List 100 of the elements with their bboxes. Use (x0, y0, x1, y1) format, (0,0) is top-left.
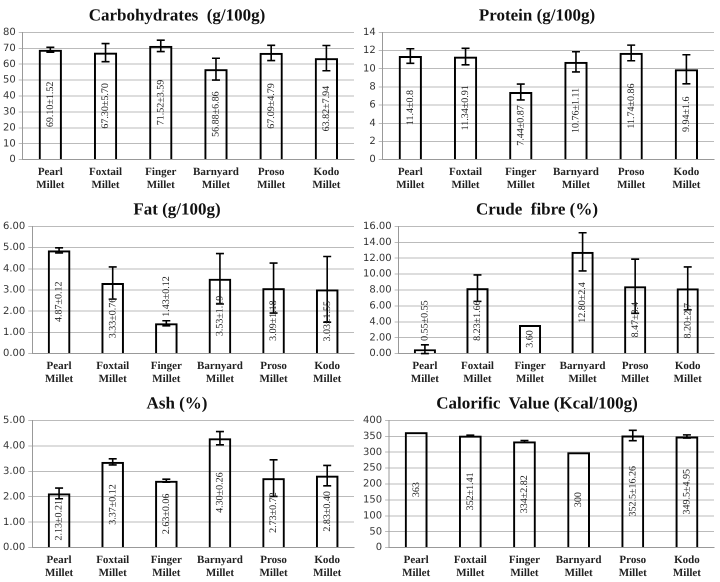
y-tick-label: 3.00 (3, 284, 26, 296)
y-tick-label: 30 (2, 106, 16, 118)
y-tick-label: 150 (362, 494, 382, 506)
x-tick-label: Proso Millet (260, 360, 288, 386)
x-tick-label: Finger Millet (150, 554, 182, 580)
x-tick-label: Finger Millet (505, 166, 536, 192)
x-tick-label: Pearl Millet (36, 166, 65, 192)
data-label: 63.82±7.94 (321, 86, 332, 132)
data-label: 11.74±0.86 (626, 83, 637, 129)
y-tick-label: 5.00 (3, 414, 26, 426)
data-label: 56.88±6.86 (210, 91, 222, 137)
data-label: 2.83±0.40 (322, 491, 333, 532)
data-label: 11.4±0.8 (404, 90, 416, 126)
data-label: 3.03±1.55 (322, 300, 333, 342)
y-tick-label: 0.00 (3, 348, 26, 360)
y-tick-label: 100 (362, 510, 382, 522)
x-tick-label: Foxtail Millet (449, 166, 482, 192)
y-tick-label: 14.00 (362, 236, 392, 248)
y-tick-label: 70 (2, 42, 16, 54)
data-label: 69.10±1.52 (44, 82, 56, 128)
x-tick-label: Barnyard Millet (553, 166, 599, 192)
x-tick-label: Pearl Millet (402, 554, 431, 580)
y-tick-label: 4.00 (3, 263, 26, 274)
x-tick-label: Proso Millet (260, 554, 288, 580)
chart-title: Ash (%) (146, 394, 208, 413)
x-tick-label: Foxtail Millet (460, 360, 494, 386)
x-tick-label: Pearl Millet (45, 554, 74, 580)
x-tick-label: Proso Millet (257, 166, 286, 192)
data-label: 334±2.82 (519, 475, 530, 514)
x-tick-label: Foxtail Millet (96, 554, 130, 580)
y-tick-label: 2.00 (3, 491, 26, 502)
x-tick-label: Barnyard Millet (556, 554, 602, 580)
chart-title: Protein (g/100g) (478, 6, 596, 25)
y-tick-label: 200 (362, 478, 382, 490)
data-label: 67.09±4.79 (266, 83, 277, 129)
data-label: 10.76±1.11 (570, 88, 582, 134)
data-label: 2.63±0.06 (160, 494, 172, 534)
x-tick-label: Kodo Millet (672, 166, 701, 192)
data-label: 67.30±5.70 (100, 83, 112, 129)
y-tick-label: 6.00 (369, 300, 392, 312)
y-tick-label: 5.00 (3, 242, 26, 254)
chart-title: Fat (g/100g) (133, 200, 221, 219)
y-tick-label: 10 (2, 138, 16, 150)
x-tick-label: Pearl Millet (410, 360, 440, 386)
x-tick-label: Barnyard Millet (197, 554, 243, 580)
y-tick-label: 8.00 (369, 284, 392, 296)
y-tick-label: 1.00 (3, 516, 26, 528)
y-tick-label: 12.00 (362, 252, 392, 264)
y-tick-label: 4.00 (369, 316, 392, 328)
data-label: 12.80±2.4 (577, 282, 588, 323)
y-tick-label: 0.00 (369, 348, 392, 360)
x-tick-label: Finger Millet (145, 166, 176, 192)
y-tick-label: 20 (2, 122, 16, 134)
y-tick-label: 250 (362, 462, 382, 474)
y-tick-label: 16.00 (362, 220, 392, 232)
y-tick-label: 0 (376, 542, 382, 554)
y-tick-label: 4 (369, 118, 376, 129)
x-tick-label: Foxtail Millet (89, 166, 122, 192)
y-tick-label: 10.00 (362, 268, 392, 280)
data-label: 349.5±4.95 (682, 469, 693, 515)
data-label: 11.34±0.91 (460, 85, 472, 130)
x-tick-label: Proso Millet (621, 360, 650, 386)
x-tick-label: Proso Millet (617, 166, 646, 192)
data-label: 8.20±2.7 (682, 303, 694, 338)
x-tick-label: Barnyard Millet (197, 360, 243, 386)
data-label: 300 (573, 492, 584, 508)
x-tick-label: Kodo Millet (313, 360, 342, 386)
chart-title: Calorific Value (Kcal/100g) (436, 394, 638, 413)
y-tick-label: 80 (2, 26, 16, 38)
data-label: 3.60 (524, 330, 536, 348)
x-tick-label: Pearl Millet (396, 166, 425, 192)
y-tick-label: 12 (362, 45, 376, 56)
data-label: 4.30±0.26 (214, 472, 226, 513)
y-tick-label: 2 (369, 136, 376, 148)
y-tick-label: 10 (362, 63, 376, 74)
y-tick-label: 6.00 (3, 220, 26, 232)
x-tick-label: Foxtail Millet (96, 360, 130, 386)
y-tick-label: 0 (9, 154, 16, 166)
data-label: 363 (410, 482, 422, 498)
y-tick-label: 0.00 (3, 542, 26, 554)
y-tick-label: 400 (362, 414, 382, 426)
chart-title: Crude fibre (%) (476, 200, 598, 219)
y-tick-label: 300 (362, 446, 382, 458)
x-tick-label: Kodo Millet (313, 554, 342, 580)
x-tick-label: Barnyard Millet (560, 360, 606, 386)
chart-title: Carbohydrates (g/100g) (88, 6, 266, 25)
data-label: 7.44±0.87 (515, 105, 526, 146)
y-tick-label: 2.00 (369, 332, 392, 344)
data-label: 9.94±1.6 (681, 96, 692, 132)
y-tick-label: 40 (2, 90, 16, 102)
data-label: 2.13±0.21 (54, 500, 65, 540)
y-tick-label: 350 (362, 430, 382, 442)
x-tick-label: Foxtail Millet (454, 554, 487, 580)
data-label: 352±1.41 (464, 472, 476, 510)
y-tick-label: 1.00 (3, 326, 26, 338)
data-label: 71.52±3.59 (155, 80, 166, 126)
y-tick-label: 50 (369, 526, 382, 538)
x-tick-label: Finger Millet (508, 554, 540, 580)
x-tick-label: Kodo Millet (674, 360, 702, 386)
x-tick-label: Finger Millet (150, 360, 182, 386)
